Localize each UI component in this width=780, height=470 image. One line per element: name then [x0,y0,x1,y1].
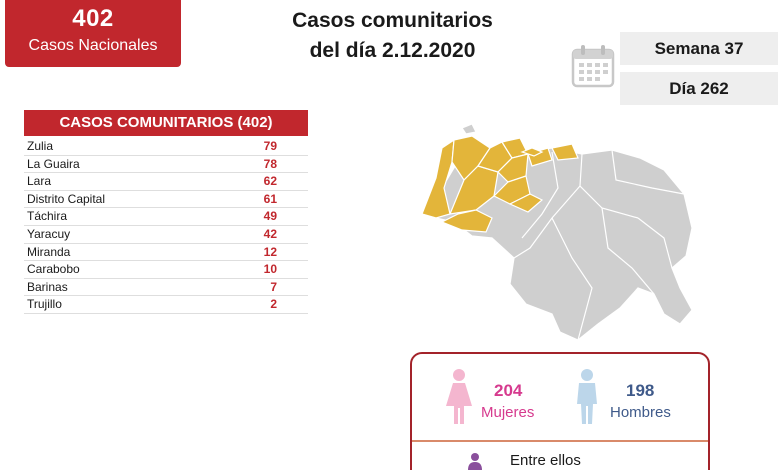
case-count: 61 [263,191,277,206]
cell-separator [231,138,233,155]
table-row: Yaracuy 42 [24,225,308,244]
case-count: 10 [263,262,277,277]
cell-separator [231,208,233,225]
map-state-borders [513,149,685,341]
state-name: Lara [27,174,52,189]
table-row: Barinas 7 [24,278,308,297]
person-icon [468,453,482,470]
state-name: La Guaira [27,156,80,171]
cell-separator [231,155,233,173]
cell-separator [231,190,233,208]
men-label: Hombres [610,404,671,421]
table-row: Lara 62 [24,173,308,191]
table-row: Distrito Capital 61 [24,190,308,209]
state-name: Carabobo [27,262,80,277]
table-row: La Guaira 78 [24,155,308,174]
state-name: Yaracuy [27,226,71,241]
national-cases-badge: 402 Casos Nacionales [5,0,181,67]
calendar-icon [571,45,615,88]
title-line-1: Casos comunitarios [292,9,493,32]
among-them-label: Entre ellos [510,452,581,469]
cell-separator [231,261,233,278]
week-label: Semana 37 [620,32,778,65]
men-count: 198 [626,381,655,400]
state-name: Barinas [27,279,68,294]
case-count: 2 [270,297,277,312]
case-count: 12 [263,244,277,259]
cell-separator [231,225,233,243]
state-name: Táchira [27,209,68,224]
cell-separator [231,173,233,190]
table-row: Miranda 12 [24,243,308,262]
title-line-2: del día 2.12.2020 [309,39,476,62]
women-count: 204 [494,381,523,400]
table-row: Táchira 49 [24,208,308,226]
cell-separator [231,296,233,313]
case-count: 42 [263,226,277,241]
state-name: Distrito Capital [27,191,106,206]
table-row: Trujillo 2 [24,296,308,314]
case-count: 62 [263,174,277,189]
national-cases-count: 402 [72,5,114,32]
state-name: Trujillo [27,297,62,312]
cell-separator [231,278,233,296]
case-count: 79 [263,139,277,153]
cases-table: Zulia 79 La Guaira 78 Lara 62 Distrito Capital… [24,138,308,314]
cases-table-header: CASOS COMUNITARIOS (402) [24,110,308,136]
state-name: Zulia [27,139,54,153]
page-title: Casos comunitarios del día 2.12.2020 [255,6,530,66]
state-name: Miranda [27,244,71,259]
day-label: Día 262 [620,72,778,105]
table-row: Zulia 79 [24,138,308,156]
panel-divider [412,440,708,442]
female-icon [446,369,472,424]
male-icon [577,369,597,424]
national-cases-label: Casos Nacionales [28,37,158,54]
case-count: 7 [270,279,277,294]
cell-separator [231,243,233,261]
venezuela-map [420,123,693,341]
women-label: Mujeres [481,404,535,421]
case-count: 49 [263,209,277,224]
table-row: Carabobo 10 [24,261,308,279]
case-count: 78 [263,156,277,171]
map-highlighted-states [421,135,579,233]
